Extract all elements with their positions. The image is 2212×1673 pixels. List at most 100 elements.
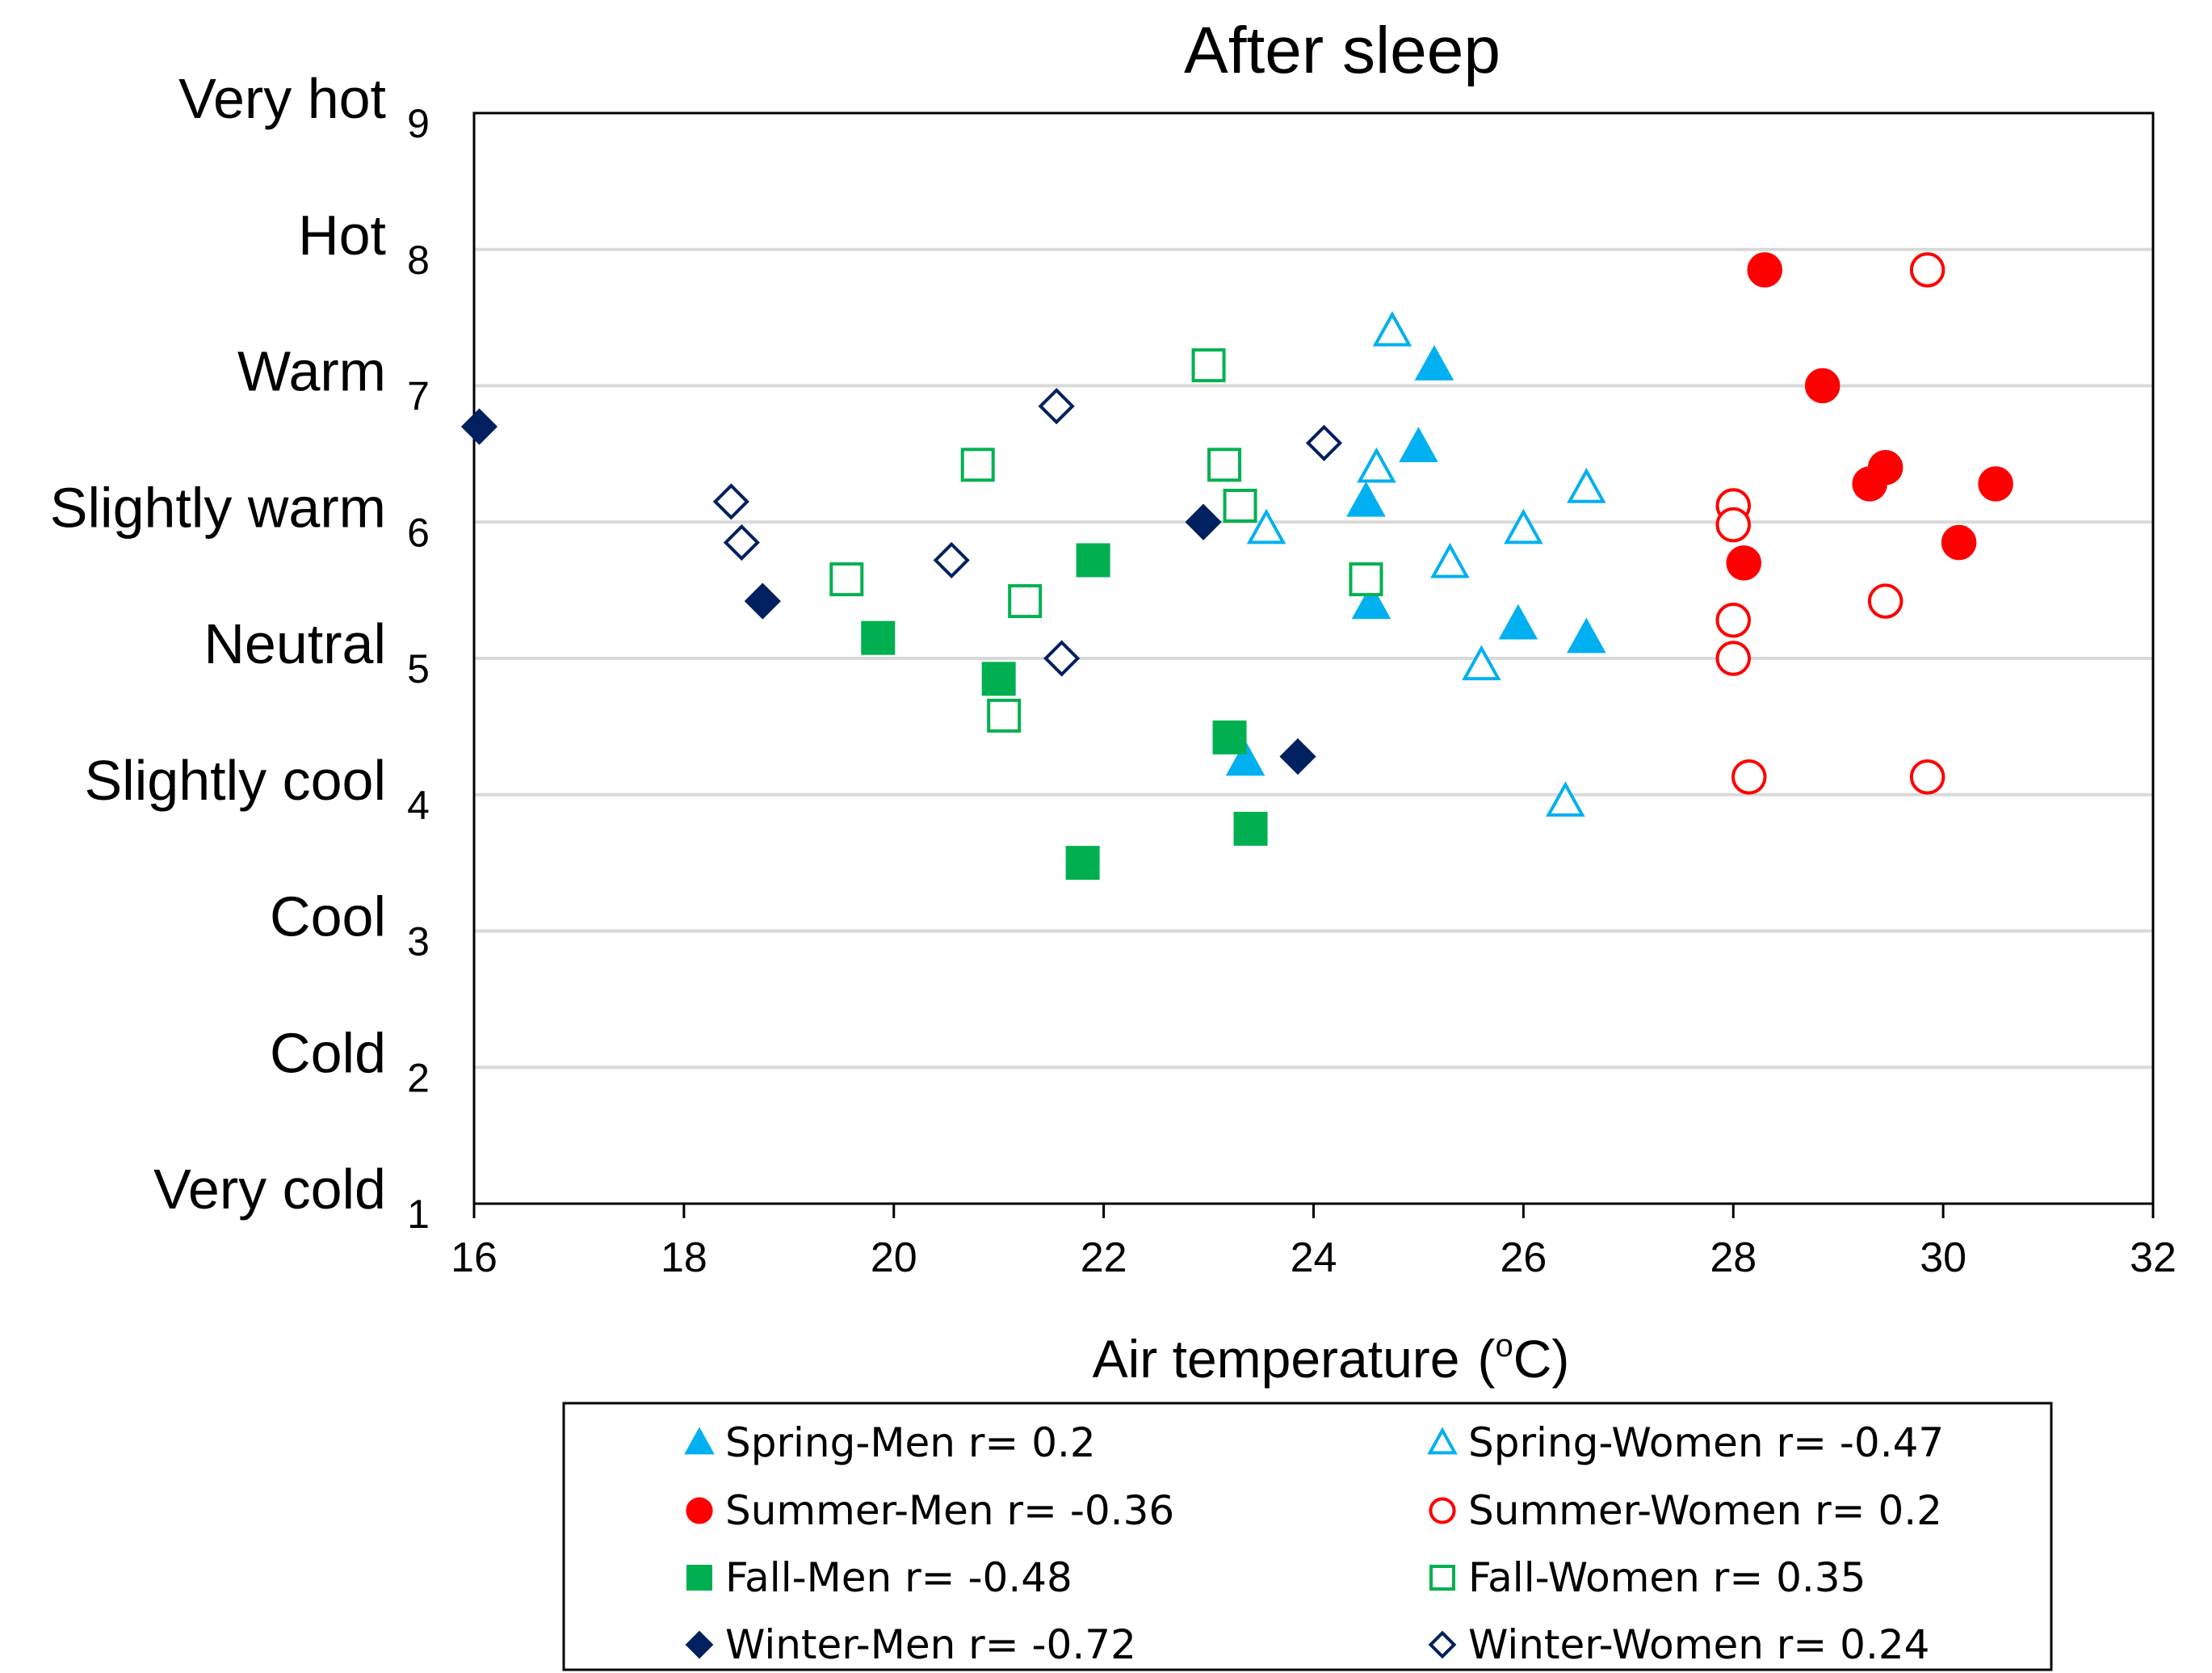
data-point xyxy=(1867,583,1903,619)
x-tick-label: 26 xyxy=(1500,1234,1547,1281)
data-point xyxy=(1399,427,1438,463)
legend-item: Summer-Men r= -0.36 xyxy=(686,1487,1174,1534)
y-tick-label: 5 xyxy=(407,646,430,691)
data-point xyxy=(712,483,749,520)
legend-item: Spring-Men r= 0.2 xyxy=(684,1419,1096,1466)
legend-marker xyxy=(1428,1630,1457,1659)
series-4 xyxy=(861,543,1268,881)
data-point xyxy=(1726,545,1762,581)
y-category-label: Cool xyxy=(270,885,386,948)
y-tick-label: 9 xyxy=(407,101,430,146)
legend: Spring-Men r= 0.2 Spring-Women r= -0.47 Su… xyxy=(562,1402,2053,1671)
data-point xyxy=(1207,448,1242,482)
y-category-label: Hot xyxy=(298,204,386,267)
legend-item: Winter-Women r= 0.24 xyxy=(1428,1621,1929,1668)
data-point xyxy=(1546,781,1585,817)
legend-label: Summer-Women r= 0.2 xyxy=(1468,1487,1942,1534)
data-point xyxy=(1978,466,2013,502)
y-tick-label: 8 xyxy=(407,237,430,283)
chart-title: After sleep xyxy=(1184,14,1501,87)
legend-frame xyxy=(562,1402,2053,1671)
data-point xyxy=(1191,348,1226,383)
legend-label: Spring-Women r= -0.47 xyxy=(1468,1419,1944,1466)
data-point xyxy=(1008,584,1043,619)
data-point xyxy=(1043,640,1081,677)
data-point xyxy=(1567,468,1606,503)
data-point xyxy=(1715,507,1752,543)
data-point xyxy=(1715,641,1752,676)
data-point xyxy=(1305,424,1343,461)
data-point xyxy=(1909,759,1945,795)
x-axis-label-unit-close: C) xyxy=(1513,1329,1570,1389)
data-points xyxy=(460,252,2013,881)
data-point xyxy=(1076,543,1110,578)
series-7 xyxy=(712,388,1343,677)
legend-label: Winter-Women r= 0.24 xyxy=(1468,1621,1929,1668)
y-category-label: Cold xyxy=(270,1021,386,1084)
y-tick-label: 7 xyxy=(407,374,430,419)
data-point xyxy=(460,408,498,445)
data-point xyxy=(1747,252,1782,288)
data-point xyxy=(933,541,970,579)
legend-label: Fall-Men r= -0.48 xyxy=(725,1554,1072,1601)
data-point xyxy=(1185,503,1222,540)
data-point xyxy=(1504,508,1543,544)
legend-marker xyxy=(1429,1497,1456,1524)
data-point xyxy=(1414,345,1454,380)
data-point xyxy=(1349,562,1383,597)
data-point xyxy=(1804,368,1841,404)
x-tick-label: 24 xyxy=(1291,1234,1337,1281)
y-category-label: Very hot xyxy=(178,67,386,130)
data-point xyxy=(1372,310,1412,347)
x-axis-label-unit-sup: o xyxy=(1495,1328,1513,1364)
x-tick-label: 28 xyxy=(1710,1234,1757,1281)
data-point xyxy=(744,582,781,620)
data-point xyxy=(1065,846,1100,881)
x-tick-label: 16 xyxy=(451,1234,497,1281)
legend-marker xyxy=(684,1427,715,1455)
legend-marker xyxy=(1427,1427,1458,1455)
data-point xyxy=(1223,489,1257,523)
axis-ticks xyxy=(472,1204,2155,1218)
data-point xyxy=(829,562,864,597)
data-point xyxy=(981,662,1016,696)
legend-marker xyxy=(685,1630,714,1659)
x-tick-label: 32 xyxy=(2130,1234,2176,1281)
data-point xyxy=(1346,481,1386,517)
series-6 xyxy=(460,408,1316,776)
series-1 xyxy=(1246,310,1606,817)
legend-item: Spring-Women r= -0.47 xyxy=(1427,1419,1944,1466)
legend-label: Spring-Men r= 0.2 xyxy=(725,1419,1096,1466)
data-point xyxy=(1731,759,1767,795)
y-category-label: Very cold xyxy=(153,1158,386,1221)
y-tick-label: 1 xyxy=(407,1192,430,1237)
data-point xyxy=(1567,617,1606,654)
legend-label: Winter-Men r= -0.72 xyxy=(725,1621,1136,1668)
gridlines xyxy=(474,247,2153,1070)
x-tick-label: 18 xyxy=(661,1234,707,1281)
y-tick-label: 2 xyxy=(407,1055,430,1100)
legend-item: Fall-Women r= 0.35 xyxy=(1429,1554,1866,1601)
y-category-label: Slightly warm xyxy=(50,476,386,539)
data-point xyxy=(1038,388,1075,425)
y-tick-label: 3 xyxy=(407,919,430,965)
legend-label: Fall-Women r= 0.35 xyxy=(1468,1554,1866,1601)
data-point xyxy=(1212,720,1247,755)
data-point xyxy=(723,523,760,561)
data-point xyxy=(960,448,995,482)
data-point xyxy=(987,698,1022,733)
legend-item: Winter-Men r= -0.72 xyxy=(685,1621,1136,1668)
y-tick-label: 4 xyxy=(407,783,430,828)
data-point xyxy=(861,620,896,655)
x-tick-label: 20 xyxy=(871,1234,917,1281)
series-5 xyxy=(829,348,1383,733)
data-point xyxy=(1351,583,1391,620)
legend-item: Fall-Men r= -0.48 xyxy=(686,1554,1072,1601)
legend-item: Summer-Women r= 0.2 xyxy=(1429,1487,1942,1534)
x-axis-label-unit-open: ( xyxy=(1477,1329,1495,1389)
y-category-label: Neutral xyxy=(204,612,386,675)
x-tick-label: 30 xyxy=(1920,1234,1966,1281)
